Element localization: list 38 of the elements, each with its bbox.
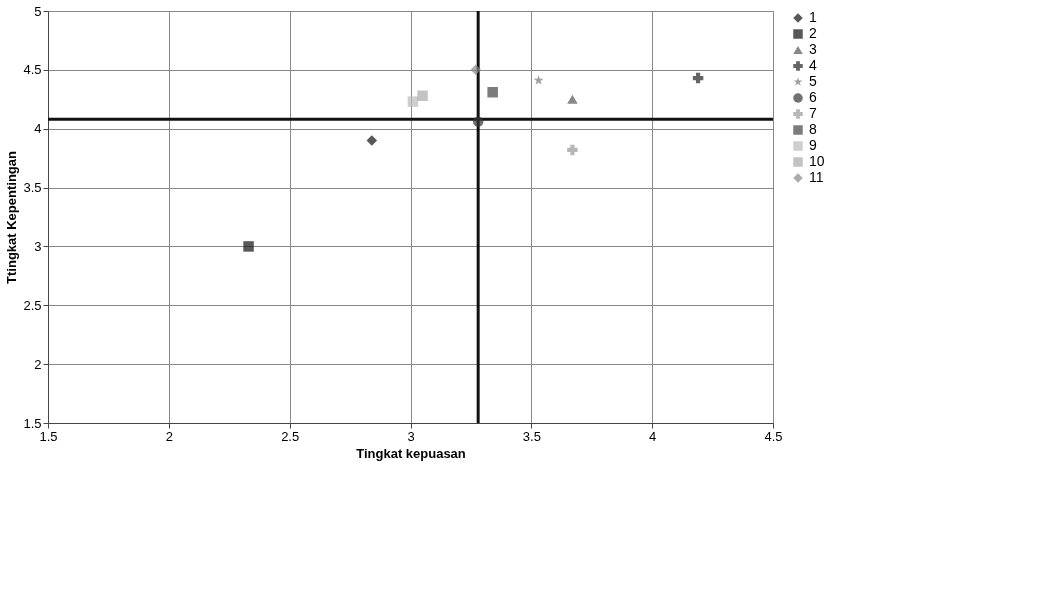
point bbox=[366, 135, 378, 146]
y-tick-label: 3 bbox=[34, 238, 42, 254]
x-tick-label: 2.5 bbox=[281, 428, 300, 444]
point bbox=[417, 90, 428, 101]
y-tick-label: 4.5 bbox=[23, 62, 42, 78]
point bbox=[470, 64, 481, 76]
y-axis-title: Ttingkat Kepentingan bbox=[4, 151, 20, 284]
x-tick-label: 4 bbox=[649, 428, 657, 444]
legend-label: 10 bbox=[809, 153, 825, 169]
legend-label: 8 bbox=[809, 121, 817, 137]
legend-label: 1 bbox=[809, 9, 817, 25]
legend-label: 5 bbox=[809, 73, 817, 89]
y-tick-label: 5 bbox=[34, 3, 42, 19]
x-tick-label: 3 bbox=[407, 428, 415, 444]
legend-label: 7 bbox=[809, 105, 817, 121]
legend-label: 11 bbox=[809, 169, 824, 185]
legend-label: 4 bbox=[809, 57, 817, 73]
legend-label: 3 bbox=[809, 41, 817, 57]
point bbox=[407, 96, 419, 107]
point bbox=[487, 86, 498, 98]
y-tick-label: 1.5 bbox=[23, 415, 42, 431]
y-tick-label: 2.5 bbox=[23, 297, 42, 313]
legend-label: 9 bbox=[809, 137, 817, 153]
y-tick-label: 2 bbox=[34, 356, 42, 372]
y-tick-label: 3.5 bbox=[23, 180, 42, 196]
y-tick-label: 4 bbox=[34, 121, 42, 137]
legend-label: 2 bbox=[809, 25, 817, 41]
point bbox=[567, 94, 578, 104]
point bbox=[472, 116, 484, 127]
point bbox=[567, 144, 578, 156]
point bbox=[243, 241, 254, 252]
point bbox=[692, 72, 704, 84]
x-tick-label: 4.5 bbox=[764, 428, 783, 444]
x-tick-label: 3.5 bbox=[522, 428, 541, 444]
x-tick-label: 2 bbox=[165, 428, 173, 444]
point bbox=[533, 75, 544, 85]
x-axis-title: Tingkat kepuasan bbox=[356, 445, 466, 461]
legend-label: 6 bbox=[809, 89, 817, 105]
